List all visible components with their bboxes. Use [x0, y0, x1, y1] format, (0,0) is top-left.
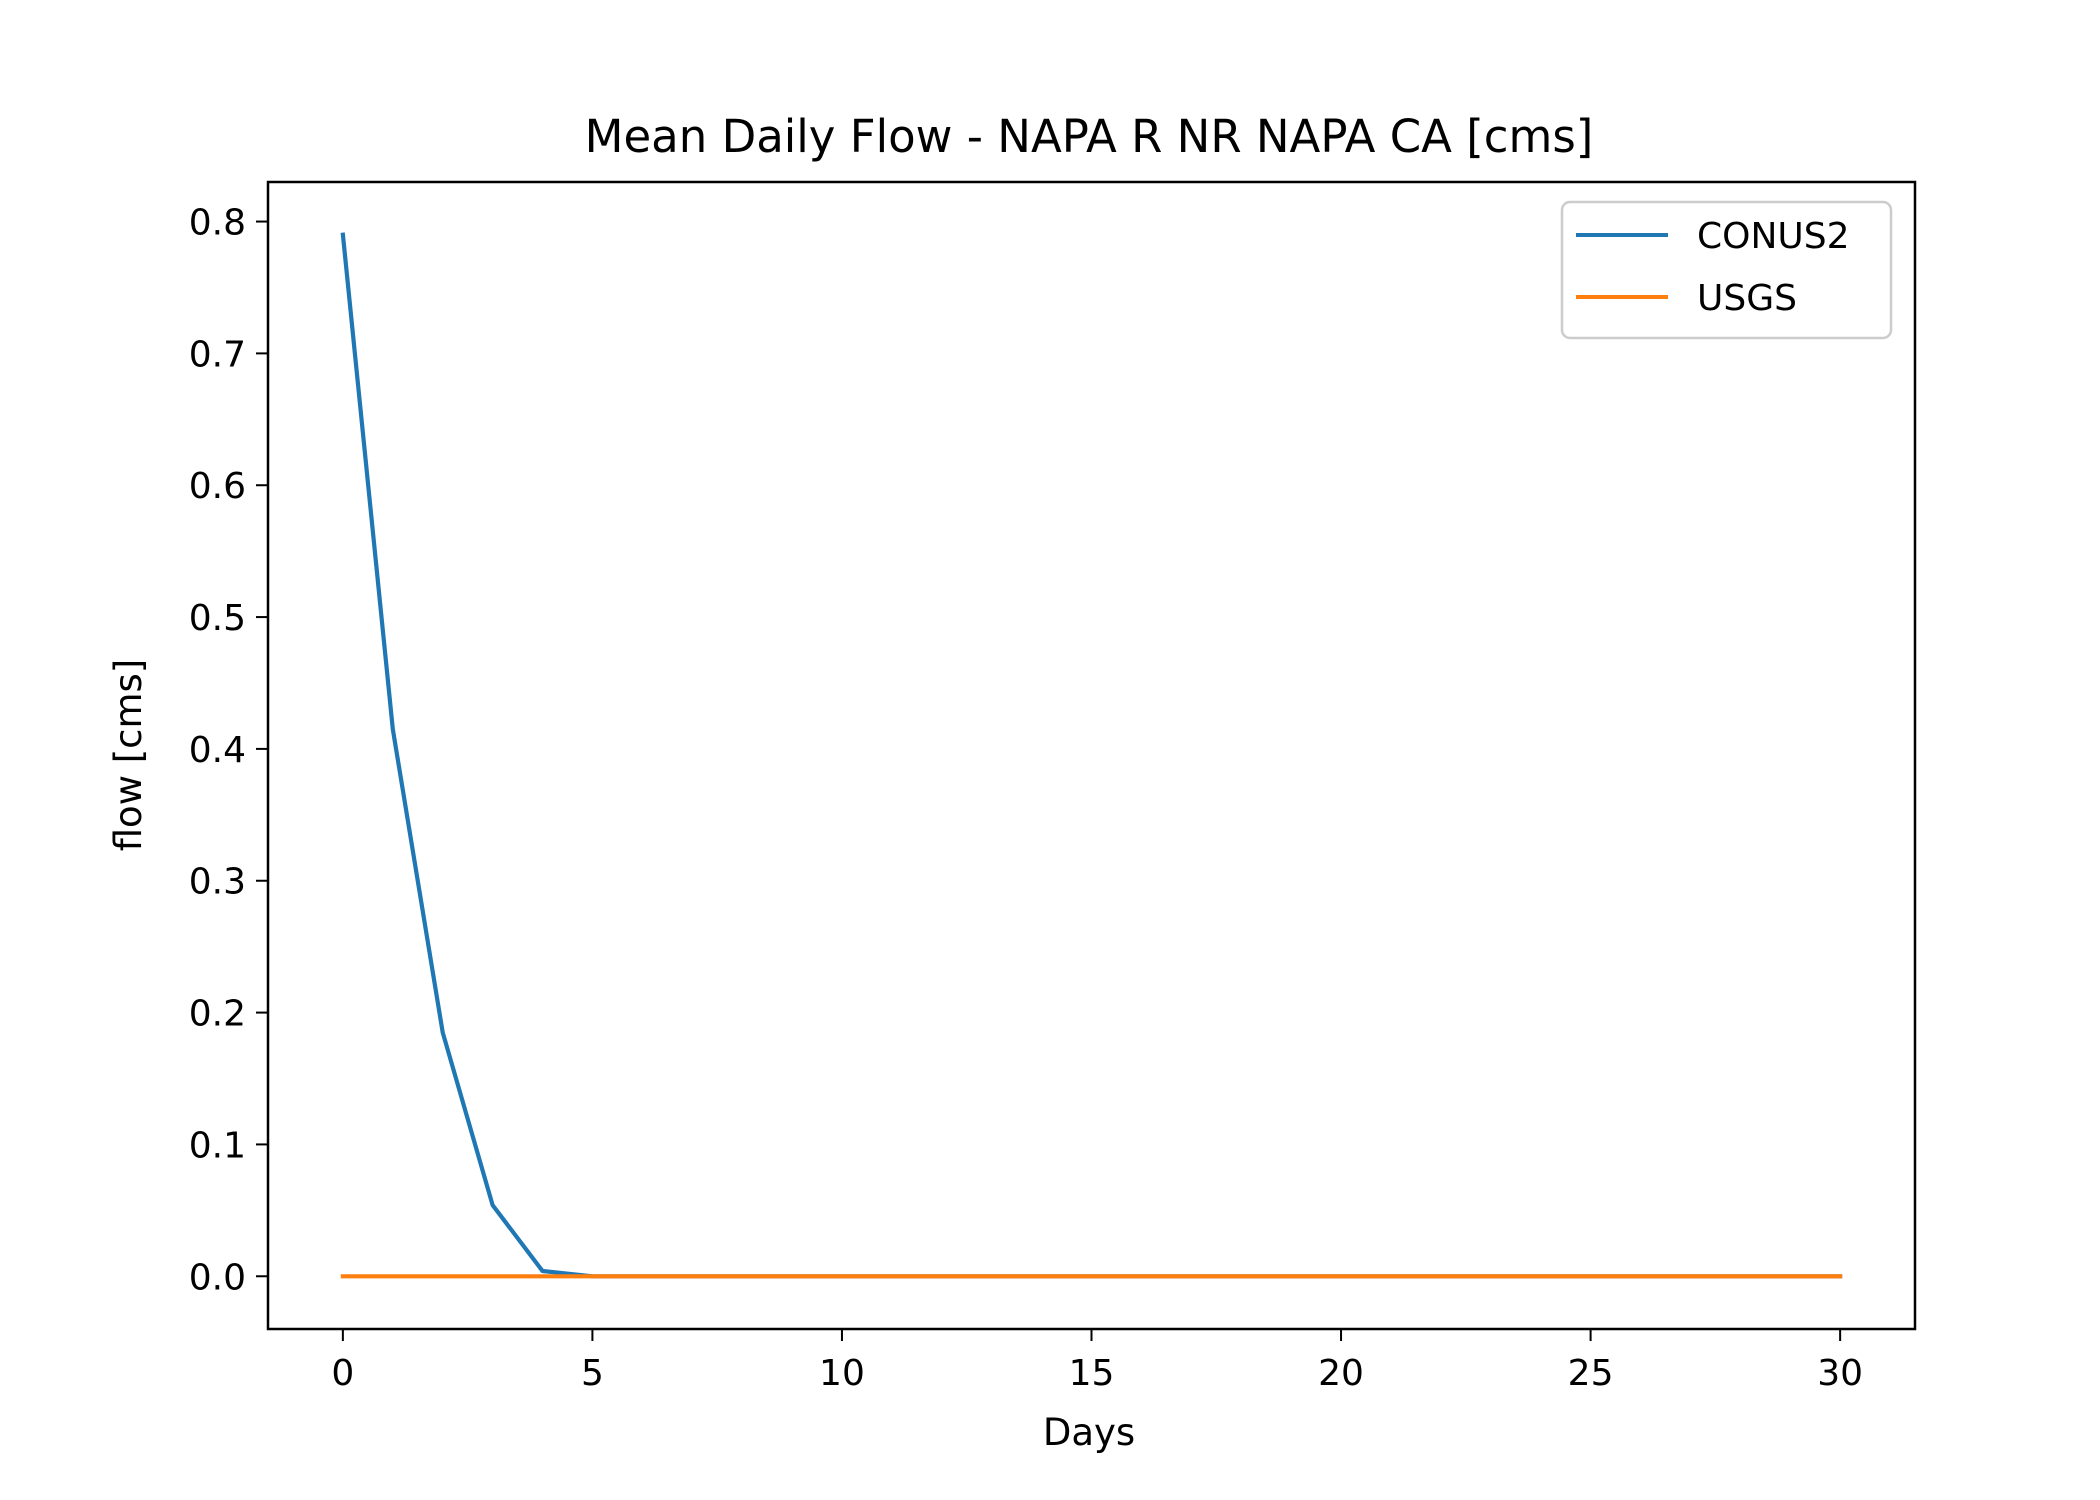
- x-tick-label: 0: [331, 1353, 354, 1394]
- legend: CONUS2 USGS: [1560, 200, 1893, 340]
- y-tick-label: 0.4: [189, 730, 246, 771]
- x-axis-label: Days: [1043, 1411, 1135, 1454]
- x-tick-label: 25: [1568, 1353, 1614, 1394]
- x-tick-label: 15: [1069, 1353, 1115, 1394]
- x-tick-label: 30: [1817, 1353, 1863, 1394]
- y-tick-label: 0.0: [189, 1257, 246, 1298]
- y-axis-ticks: 0.0 0.1 0.2 0.3 0.4 0.5 0.6 0.7 0.8: [189, 203, 268, 1298]
- x-axis-ticks: 0 5 10 15 20 25 30: [331, 1329, 1863, 1394]
- x-tick-label: 5: [581, 1353, 604, 1394]
- series-layer: [340, 232, 1843, 1279]
- x-tick-label: 20: [1318, 1353, 1364, 1394]
- y-axis-label: flow [cms]: [107, 659, 150, 852]
- y-tick-label: 0.6: [189, 466, 246, 507]
- x-tick-label: 10: [819, 1353, 865, 1394]
- chart-title: Mean Daily Flow - NAPA R NR NAPA CA [cms…: [585, 110, 1594, 163]
- y-tick-label: 0.2: [189, 994, 246, 1035]
- plot-area-frame: [266, 180, 1917, 1331]
- y-tick-label: 0.8: [189, 203, 246, 244]
- y-tick-label: 0.1: [189, 1125, 246, 1166]
- y-tick-label: 0.3: [189, 862, 246, 903]
- y-tick-label: 0.7: [189, 334, 246, 375]
- legend-label-usgs: USGS: [1697, 278, 1797, 319]
- legend-label-conus2: CONUS2: [1697, 216, 1850, 257]
- y-tick-label: 0.5: [189, 598, 246, 639]
